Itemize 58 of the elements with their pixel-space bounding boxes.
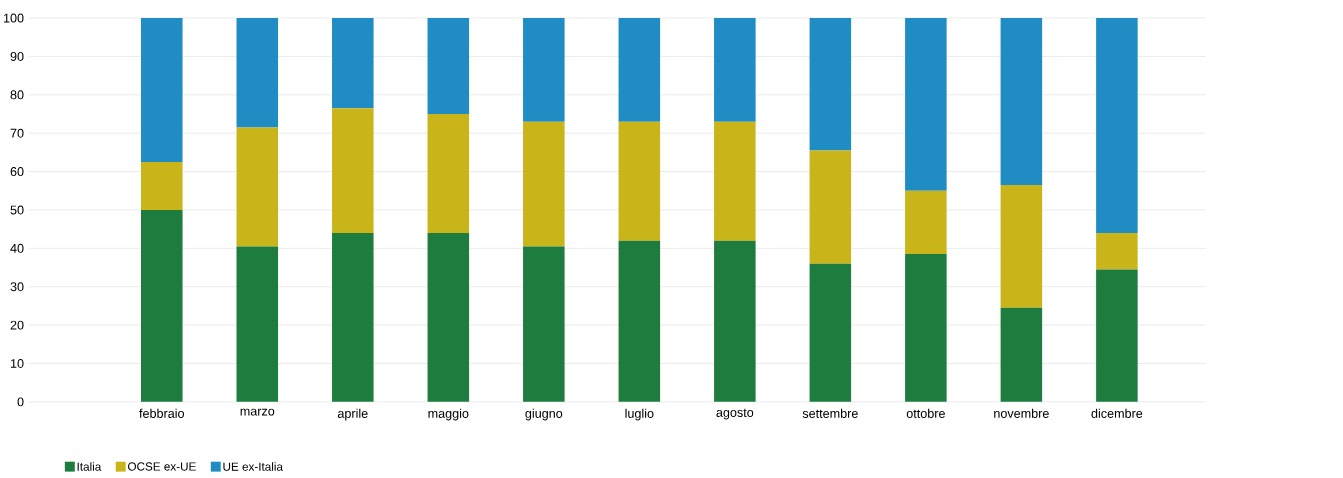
bar <box>141 210 183 402</box>
bar <box>618 240 661 402</box>
x-tick-label: febbraio <box>139 408 184 419</box>
y-tick-label: 80 <box>10 90 24 100</box>
bar <box>236 127 279 247</box>
y-tick-label: 60 <box>10 167 24 177</box>
bar <box>141 18 183 163</box>
bar <box>1096 18 1138 234</box>
y-tick-label: 0 <box>17 397 24 407</box>
bar <box>714 121 756 241</box>
bar <box>714 18 756 122</box>
x-tick-label: novembre <box>994 408 1049 419</box>
bar <box>332 18 374 109</box>
bar <box>1096 233 1138 270</box>
bar <box>523 121 565 247</box>
legend-label: Italia <box>77 462 102 471</box>
y-tick-label: 30 <box>10 282 24 292</box>
x-tick-label: luglio <box>625 408 654 421</box>
bar <box>905 190 947 255</box>
bar <box>332 233 374 402</box>
y-tick-label: 10 <box>10 359 24 369</box>
bar <box>618 121 661 241</box>
bar <box>427 114 470 234</box>
legend-label: UE ex-Italia <box>223 462 283 471</box>
y-tick-label: 90 <box>10 52 24 62</box>
bar <box>714 240 756 402</box>
bar <box>905 254 947 402</box>
y-tick-label: 40 <box>10 244 24 253</box>
legend-label: OCSE ex-UE <box>128 462 196 471</box>
bar <box>523 18 565 122</box>
y-tick-label: 50 <box>10 205 24 215</box>
x-tick-label: giugno <box>525 408 563 421</box>
bar <box>236 246 279 402</box>
bar <box>427 18 470 115</box>
bar <box>1000 185 1043 308</box>
bar <box>1096 269 1138 402</box>
bar <box>236 18 279 128</box>
x-tick-label: ottobre <box>906 408 945 419</box>
x-tick-label: marzo <box>240 408 275 416</box>
bar <box>618 18 661 122</box>
y-tick-label: 100 <box>3 13 24 23</box>
x-tick-label: agosto <box>716 408 754 420</box>
bar <box>523 246 565 402</box>
x-tick-label: settembre <box>802 408 858 419</box>
bar <box>809 150 852 264</box>
x-tick-label: aprile <box>337 408 368 421</box>
bar <box>809 263 852 402</box>
x-tick-label: dicembre <box>1091 408 1143 419</box>
bar <box>1000 307 1043 402</box>
bar <box>332 108 374 234</box>
x-tick-label: maggio <box>428 408 469 421</box>
bar <box>141 162 183 211</box>
bar <box>1000 18 1043 186</box>
bar <box>809 18 852 151</box>
y-tick-label: 20 <box>10 320 24 330</box>
y-tick-label: 70 <box>10 128 24 138</box>
bar <box>427 233 470 402</box>
bar <box>905 18 947 191</box>
